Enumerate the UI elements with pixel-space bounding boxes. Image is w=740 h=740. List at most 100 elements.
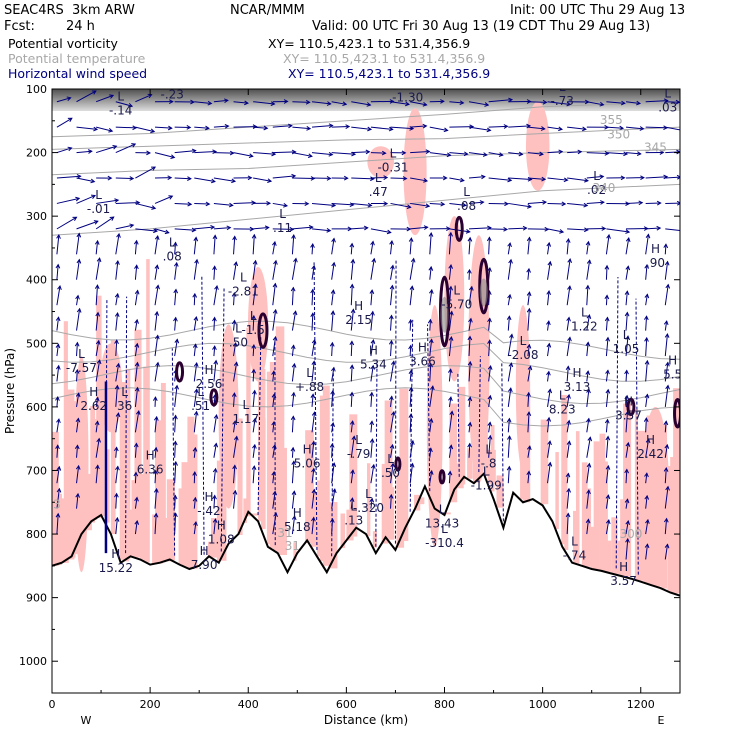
wind-vector [272, 228, 294, 230]
wind-vector [586, 389, 590, 407]
wind-vector [664, 244, 667, 255]
theta-isentrope-lower [52, 342, 680, 382]
pv-shade-streak [602, 461, 608, 572]
pv-contour [673, 398, 680, 429]
wind-arrowhead [567, 285, 572, 291]
wind-vector [625, 336, 629, 357]
wind-arrowhead [231, 292, 237, 297]
wind-vector [272, 471, 275, 484]
wind-arrowhead [643, 417, 649, 422]
pv-shade-streak [599, 433, 606, 571]
wind-vectors [55, 90, 680, 575]
wind-vector [174, 262, 178, 280]
wind-vector [95, 94, 114, 103]
wind-arrowhead [583, 227, 589, 233]
wind-vector [645, 544, 648, 560]
wind-arrowhead [212, 518, 218, 523]
wind-arrowhead [636, 151, 642, 156]
wind-vector [174, 289, 177, 306]
wind-arrowhead [546, 342, 552, 348]
wind-vector [605, 234, 610, 255]
wind-vector [154, 152, 175, 158]
wind-arrowhead [623, 151, 629, 157]
wind-vector [429, 339, 433, 357]
extremum-type: L [95, 188, 102, 202]
wind-vector [193, 497, 196, 509]
wind-vector [547, 371, 550, 382]
wind-arrowhead [370, 176, 375, 182]
wind-arrowhead [605, 388, 611, 394]
wind-arrowhead [244, 100, 249, 106]
wind-arrowhead [55, 343, 61, 349]
wind-arrowhead [665, 283, 671, 289]
extremum-type: L [78, 347, 85, 361]
wind-vector [547, 261, 551, 280]
wind-arrowhead [508, 362, 514, 368]
wind-vector [488, 152, 503, 156]
wind-arrowhead [406, 204, 412, 209]
wind-vector [311, 412, 316, 433]
wind-arrowhead [664, 543, 670, 549]
wind-vector [76, 393, 80, 407]
wind-arrowhead [639, 126, 645, 131]
wind-arrowhead [134, 318, 139, 324]
wind-vector [507, 294, 511, 306]
wind-vector [449, 177, 464, 182]
pv-contour [438, 469, 446, 485]
wind-arrowhead [643, 315, 649, 321]
wind-vector [331, 290, 334, 306]
wind-arrowhead [425, 203, 431, 209]
extremum-type: H [111, 547, 120, 561]
wind-arrowhead [567, 336, 572, 342]
wind-arrowhead [55, 396, 60, 401]
pv-shade-streak [166, 479, 175, 561]
wind-vector [154, 285, 159, 306]
wind-updraft [394, 258, 397, 544]
wind-arrowhead [487, 317, 492, 323]
wind-vector [488, 395, 491, 407]
extremum-type: H [572, 366, 581, 380]
wind-vector [291, 416, 294, 433]
wind-arrowhead [447, 470, 453, 476]
wind-vector [507, 259, 512, 280]
wind-vector [606, 126, 624, 129]
wind-arrowhead [449, 310, 454, 316]
wind-vector [213, 443, 217, 458]
wind-vector [115, 447, 118, 458]
wind-vector [566, 366, 569, 382]
extremum-type: L [485, 442, 492, 456]
wind-arrowhead [153, 469, 158, 475]
theta-label: 340 [593, 181, 616, 195]
extremum-type: L [404, 77, 411, 91]
wind-vector [213, 346, 216, 357]
wind-vector [95, 216, 114, 230]
wind-vector [645, 394, 648, 407]
wind-vector [193, 344, 197, 357]
wind-vector [429, 202, 445, 205]
wind-arrowhead [645, 518, 650, 524]
wind-vector [76, 445, 79, 458]
wind-updraft [457, 373, 460, 477]
extremum-type: L [235, 321, 242, 335]
wind-vector [291, 235, 295, 255]
wind-vector [370, 464, 375, 484]
wind-arrowhead [192, 496, 198, 502]
extremum-type: L [664, 86, 671, 100]
wind-vector [350, 421, 354, 433]
pv-extremum: L.02 [587, 169, 606, 197]
wind-arrowhead [134, 361, 140, 367]
wind-arrowhead [115, 412, 121, 418]
wind-arrowhead [212, 265, 217, 271]
wind-vector [468, 176, 485, 179]
wind-arrowhead [465, 229, 471, 234]
wind-arrowhead [90, 178, 96, 184]
wind-arrowhead [625, 441, 631, 447]
wind-arrowhead [383, 175, 389, 180]
wind-vector [488, 99, 513, 103]
extremum-value: 15.22 [99, 561, 133, 575]
wind-arrowhead [586, 259, 592, 265]
wind-vector [664, 444, 668, 458]
wind-arrowhead [585, 240, 591, 246]
wind-arrowhead [193, 236, 199, 242]
wind-arrowhead [155, 361, 160, 367]
